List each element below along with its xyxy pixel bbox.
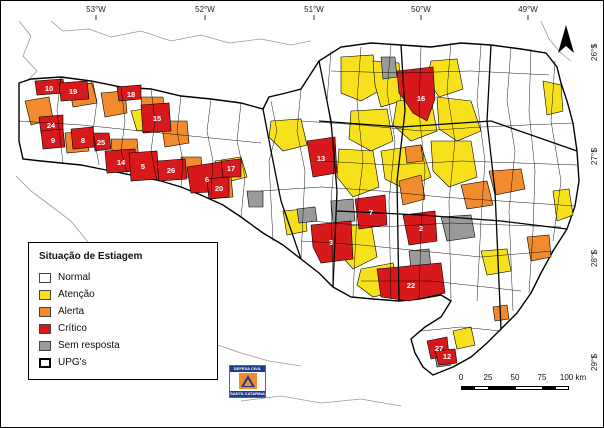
unit-label: 22: [407, 281, 415, 290]
latitude-label: 26°S: [590, 43, 599, 61]
legend-swatch: [39, 357, 51, 368]
legend-swatch: [39, 323, 51, 334]
scale-label: 50: [510, 373, 520, 382]
legend: Situação de Estiagem Normal Atenção Aler…: [28, 242, 218, 380]
legend-label: Atenção: [58, 289, 95, 300]
critical-area-9: [40, 128, 66, 150]
unit-label: 18: [127, 90, 135, 99]
unit-label: 3: [329, 238, 333, 247]
legend-swatch: [39, 289, 51, 300]
scale-segment: [542, 386, 556, 390]
unit-label: 27: [435, 344, 443, 353]
critical-area-17: [220, 158, 242, 178]
unit-label: 7: [369, 208, 373, 217]
longitude-label: 53°W: [86, 5, 106, 14]
unit-label: 26: [167, 166, 175, 175]
unit-label: 16: [417, 94, 425, 103]
unit-label: 19: [69, 87, 77, 96]
legend-label: Sem resposta: [58, 340, 120, 351]
critical-area-12: [434, 348, 458, 366]
critical-area-13: [306, 136, 338, 178]
scale-label: 75: [537, 373, 547, 382]
critical-area-18: [116, 84, 142, 102]
scale-label: 25: [483, 373, 493, 382]
critical-area-26: [156, 158, 188, 182]
critical-unit-labels: 10 19 18 24 9 8 25 15 14 5 26 6 17 20 16…: [45, 84, 451, 361]
scale-segment: [474, 386, 489, 390]
unit-label: 8: [81, 136, 85, 145]
critical-area-15: [140, 102, 172, 134]
legend-item-alert: Alerta: [39, 303, 207, 320]
legend-swatch: [39, 340, 51, 351]
civil-defense-triangle-icon: [239, 373, 257, 389]
legend-label: Crítico: [58, 323, 87, 334]
scale-segment: [488, 386, 516, 390]
unit-label: 5: [141, 162, 145, 171]
legend-swatch: [39, 306, 51, 317]
critical-area-25: [92, 132, 112, 152]
legend-label: Alerta: [58, 306, 85, 317]
unit-label: 12: [443, 352, 451, 361]
critical-area-22: [376, 262, 446, 302]
legend-title: Situação de Estiagem: [39, 251, 143, 262]
latitude-label: 28°S: [590, 249, 599, 267]
legend-item-normal: Normal: [39, 269, 207, 286]
graticule: [95, 15, 597, 358]
unit-label: 10: [45, 84, 53, 93]
unit-label: 24: [47, 121, 56, 130]
legend-item-no-response: Sem resposta: [39, 337, 207, 354]
critical-area-20: [206, 176, 230, 200]
longitude-label: 52°W: [195, 5, 215, 14]
critical-areas: [34, 66, 458, 366]
longitude-label: 49°W: [518, 5, 538, 14]
scale-segment: [515, 386, 543, 390]
legend-item-attention: Atenção: [39, 286, 207, 303]
unit-label: 2: [419, 224, 423, 233]
latitude-label: 29°S: [590, 353, 599, 371]
scale-bar: 0 25 50 75 100 km: [457, 373, 587, 397]
unit-label: 6: [205, 175, 209, 184]
unit-label: 14: [117, 158, 126, 167]
upg-boundaries: [262, 44, 578, 330]
longitude-label: 51°W: [304, 5, 324, 14]
scale-label: 100 km: [559, 373, 587, 382]
unit-label: 15: [153, 114, 161, 123]
defesa-civil-logo: DEFESA CIVIL SANTA CATARINA: [229, 365, 266, 398]
critical-area-16: [396, 66, 436, 122]
unit-label: 20: [215, 184, 223, 193]
unit-label: 17: [227, 164, 235, 173]
longitude-label: 50°W: [411, 5, 431, 14]
legend-swatch: [39, 272, 51, 283]
scale-label: 0: [458, 373, 464, 382]
north-arrow-icon: [555, 23, 577, 57]
legend-item-critical: Crítico: [39, 320, 207, 337]
logo-text-bottom: SANTA CATARINA: [230, 391, 265, 397]
attention-areas: [130, 54, 574, 350]
scale-segment: [555, 386, 569, 390]
latitude-label: 27°S: [590, 147, 599, 165]
legend-item-upg: UPG's: [39, 354, 207, 371]
critical-area-19: [58, 80, 90, 102]
unit-label: 13: [317, 154, 325, 163]
critical-area-2: [402, 210, 438, 246]
unit-label: 9: [51, 136, 55, 145]
legend-label: Normal: [58, 272, 91, 283]
legend-label: UPG's: [58, 357, 87, 368]
scale-segment: [461, 386, 475, 390]
logo-text-top: DEFESA CIVIL: [230, 366, 265, 372]
unit-label: 25: [97, 138, 105, 147]
municipality-borders: [18, 42, 578, 332]
